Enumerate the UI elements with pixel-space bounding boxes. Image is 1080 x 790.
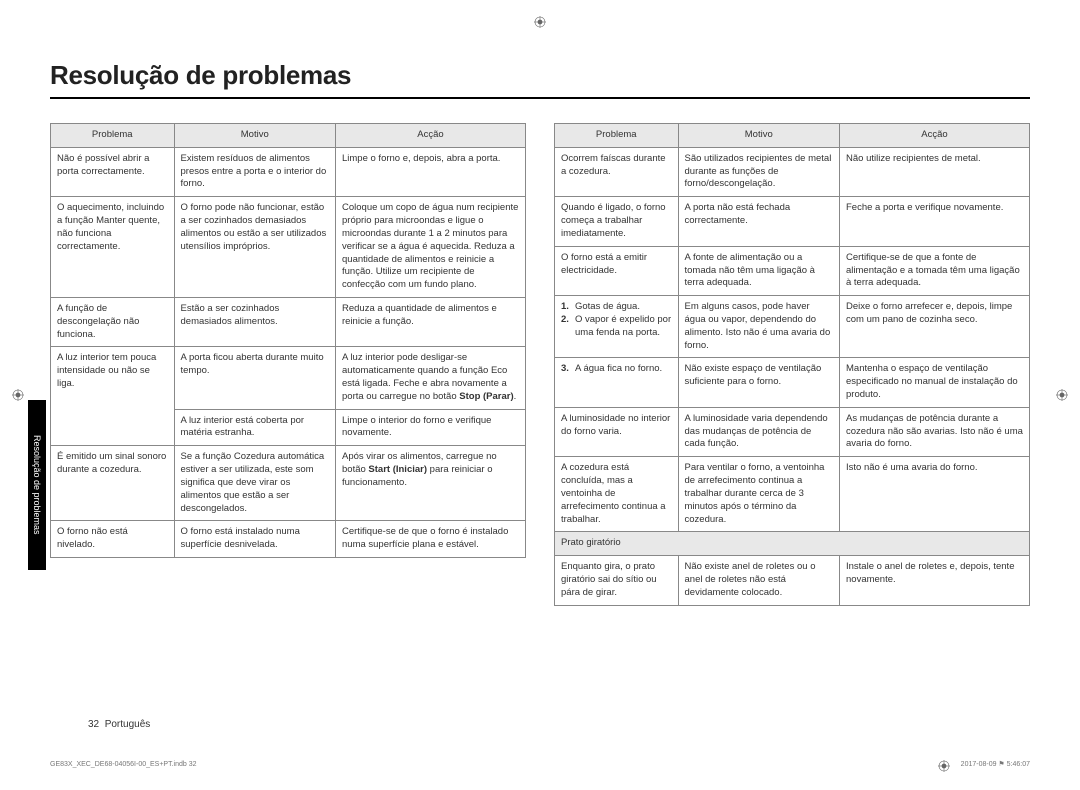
cell-problem: Enquanto gira, o prato giratório sai do … (555, 556, 679, 605)
cell-action: Limpe o forno e, depois, abra a porta. (336, 147, 526, 196)
cell-reason: Para ventilar o forno, a ventoinha de ar… (678, 457, 840, 532)
table-row: O forno não está nivelado.O forno está i… (51, 521, 526, 558)
cell-problem: A luminosidade no interior do forno vari… (555, 407, 679, 456)
cell-problem: A luz interior tem pouca intensidade ou … (51, 347, 175, 446)
cell-reason: A fonte de alimentação ou a tomada não t… (678, 246, 840, 295)
page-number: 32 (88, 719, 99, 730)
table-row: A cozedura está concluída, mas a ventoin… (555, 457, 1030, 532)
troubleshoot-table-right: ProblemaMotivoAcçãoOcorrem faíscas duran… (554, 123, 1030, 606)
page-footer: 32 Português (88, 719, 150, 730)
footnote-right: 2017-08-09 ⚑ 5:46:07 (961, 760, 1030, 768)
cell-reason: A luminosidade varia dependendo das muda… (678, 407, 840, 456)
cell-reason: Existem resíduos de alimentos presos ent… (174, 147, 336, 196)
table-header: Problema (555, 124, 679, 148)
cell-reason: Estão a ser cozinhados demasiados alimen… (174, 297, 336, 346)
cell-action: Coloque um copo de água num recipiente p… (336, 197, 526, 298)
cell-problem: A função de descongelação não funciona. (51, 297, 175, 346)
table-row: A luz interior tem pouca intensidade ou … (51, 347, 526, 409)
cell-action: Reduza a quantidade de alimentos e reini… (336, 297, 526, 346)
cell-problem: Ocorrem faíscas durante a cozedura. (555, 147, 679, 196)
table-header: Acção (840, 124, 1030, 148)
cell-reason: Se a função Cozedura automática estiver … (174, 446, 336, 521)
right-column: ProblemaMotivoAcçãoOcorrem faíscas duran… (554, 123, 1030, 606)
cell-problem: 1. Gotas de água.2. O vapor é expelido p… (555, 296, 679, 358)
table-row: Prato giratório (555, 532, 1030, 556)
cell-action: Não utilize recipientes de metal. (840, 147, 1030, 196)
cell-reason: O forno pode não funcionar, estão a ser … (174, 197, 336, 298)
table-row: O forno está a emitir electricidade.A fo… (555, 246, 1030, 295)
cell-problem: O forno não está nivelado. (51, 521, 175, 558)
table-header: Acção (336, 124, 526, 148)
cell-action: Limpe o interior do forno e verifique no… (336, 409, 526, 446)
cell-problem: O aquecimento, incluindo a função Manter… (51, 197, 175, 298)
page-lang: Português (105, 719, 151, 730)
table-row: 3. A água fica no forno.Não existe espaç… (555, 358, 1030, 407)
cell-action: Isto não é uma avaria do forno. (840, 457, 1030, 532)
table-row: O aquecimento, incluindo a função Manter… (51, 197, 526, 298)
cell-reason: A luz interior está coberta por matéria … (174, 409, 336, 446)
table-row: Não é possível abrir a porta correctamen… (51, 147, 526, 196)
table-row: A função de descongelação não funciona.E… (51, 297, 526, 346)
cell-problem: Quando é ligado, o forno começa a trabal… (555, 197, 679, 246)
cell-problem: A cozedura está concluída, mas a ventoin… (555, 457, 679, 532)
cell-reason: Não existe espaço de ventilação suficien… (678, 358, 840, 407)
cell-reason: A porta ficou aberta durante muito tempo… (174, 347, 336, 409)
table-row: 1. Gotas de água.2. O vapor é expelido p… (555, 296, 1030, 358)
troubleshoot-table-left: ProblemaMotivoAcção Não é possível abrir … (50, 123, 526, 558)
document-page: Resolução de problemas Resolução de prob… (0, 0, 1080, 790)
footnote-left: GE83X_XEC_DE68-04056I-00_ES+PT.indb 32 (50, 761, 197, 768)
cell-action: A luz interior pode desligar-se automati… (336, 347, 526, 409)
side-tab: Resolução de problemas (28, 400, 46, 570)
page-title: Resolução de problemas (50, 60, 1030, 99)
cell-problem: É emitido um sinal sonoro durante a coze… (51, 446, 175, 521)
cell-action: Mantenha o espaço de ventilação especifi… (840, 358, 1030, 407)
cell-action: Certifique-se de que a fonte de alimenta… (840, 246, 1030, 295)
cell-action: Instale o anel de roletes e, depois, ten… (840, 556, 1030, 605)
table-row: Ocorrem faíscas durante a cozedura.São u… (555, 147, 1030, 196)
table-row: É emitido um sinal sonoro durante a coze… (51, 446, 526, 521)
cell-problem: O forno está a emitir electricidade. (555, 246, 679, 295)
cell-reason: Não existe anel de roletes ou o anel de … (678, 556, 840, 605)
table-header: Motivo (174, 124, 336, 148)
cell-reason: São utilizados recipientes de metal dura… (678, 147, 840, 196)
cell-action: As mudanças de potência durante a cozedu… (840, 407, 1030, 456)
table-subheader: Prato giratório (555, 532, 1030, 556)
table-row: Quando é ligado, o forno começa a trabal… (555, 197, 1030, 246)
cell-action: Após virar os alimentos, carregue no bot… (336, 446, 526, 521)
cell-action: Certifique-se de que o forno é instalado… (336, 521, 526, 558)
table-row: Enquanto gira, o prato giratório sai do … (555, 556, 1030, 605)
cell-reason: O forno está instalado numa superfície d… (174, 521, 336, 558)
table-header: Motivo (678, 124, 840, 148)
cell-problem: Não é possível abrir a porta correctamen… (51, 147, 175, 196)
table-row: A luminosidade no interior do forno vari… (555, 407, 1030, 456)
cell-reason: A porta não está fechada correctamente. (678, 197, 840, 246)
cell-action: Feche a porta e verifique novamente. (840, 197, 1030, 246)
cell-action: Deixe o forno arrefecer e, depois, limpe… (840, 296, 1030, 358)
left-column: ProblemaMotivoAcção Não é possível abrir … (50, 123, 526, 606)
cell-reason: Em alguns casos, pode haver água ou vapo… (678, 296, 840, 358)
table-columns: ProblemaMotivoAcçãoNão é possível abrir … (50, 123, 1030, 606)
cell-problem: 3. A água fica no forno. (555, 358, 679, 407)
table-header: Problema (51, 124, 175, 148)
